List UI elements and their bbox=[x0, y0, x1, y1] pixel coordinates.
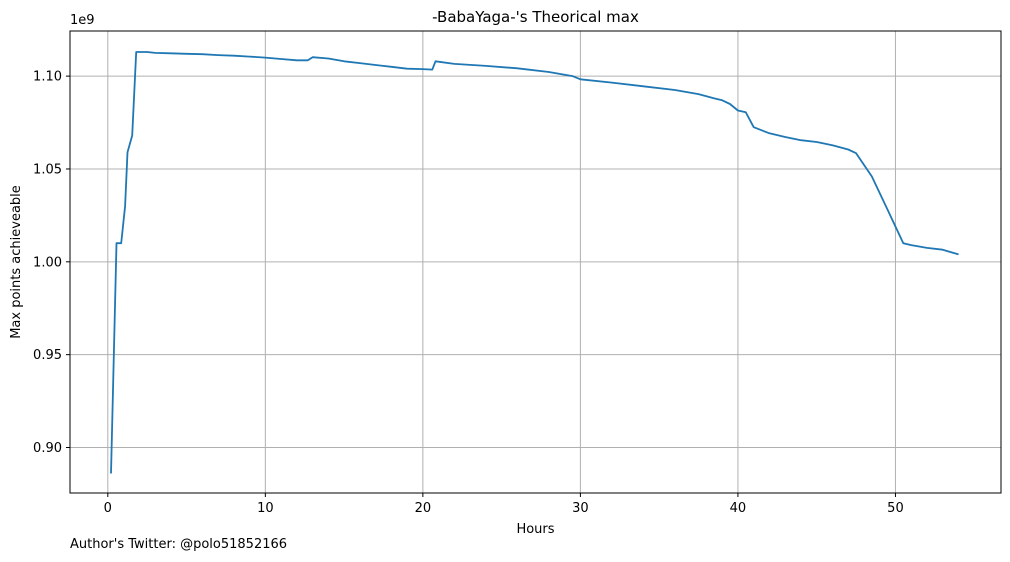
series-line bbox=[110, 51, 959, 474]
tick-layer: 0 10 20 30 40 50 0.90 0.95 1.00 1.05 1.10 bbox=[33, 70, 904, 516]
x-tick-label: 20 bbox=[415, 501, 432, 516]
x-tick-label: 10 bbox=[257, 501, 274, 516]
y-axis-offset-label: 1e9 bbox=[70, 13, 95, 28]
y-axis-label: Max points achieveable bbox=[9, 185, 24, 339]
x-tick-label: 0 bbox=[104, 501, 112, 516]
series-layer bbox=[110, 51, 959, 474]
x-axis-label: Hours bbox=[516, 522, 554, 537]
x-tick-label: 40 bbox=[730, 501, 747, 516]
grid-lines bbox=[70, 31, 1001, 493]
x-tick-label: 50 bbox=[887, 501, 904, 516]
y-tick-label: 1.10 bbox=[33, 70, 62, 85]
line-chart: 0 10 20 30 40 50 0.90 0.95 1.00 1.05 1.10 -BabaYag… bbox=[9, 8, 1002, 537]
y-tick-label: 0.95 bbox=[33, 348, 62, 363]
y-tick-label: 1.05 bbox=[33, 162, 62, 177]
y-tick-label: 0.90 bbox=[33, 441, 62, 456]
y-tick-label: 1.00 bbox=[33, 255, 62, 270]
chart-title: -BabaYaga-'s Theorical max bbox=[432, 8, 639, 26]
x-tick-label: 30 bbox=[572, 501, 589, 516]
author-footnote: Author's Twitter: @polo51852166 bbox=[70, 537, 288, 552]
